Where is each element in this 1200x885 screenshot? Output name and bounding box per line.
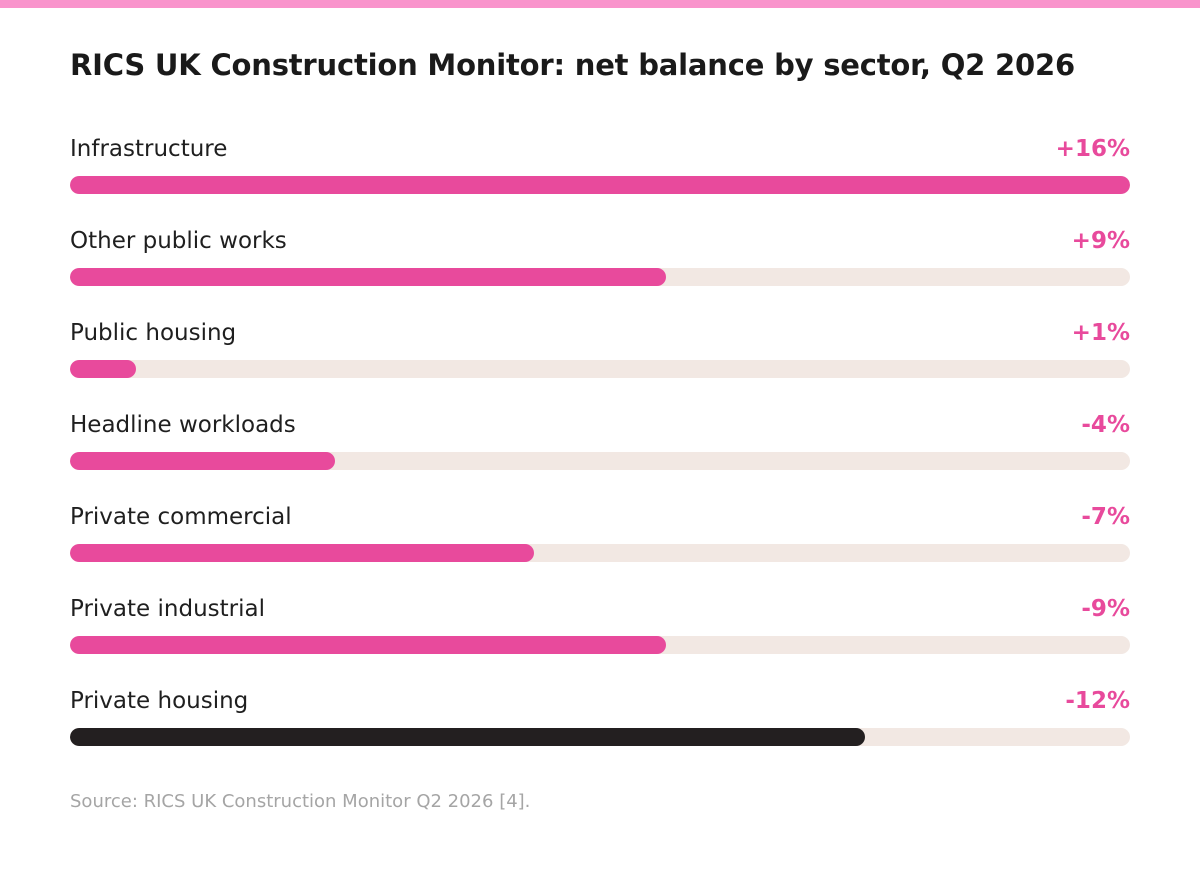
bar-track bbox=[70, 728, 1130, 746]
bar-fill bbox=[70, 360, 136, 378]
top-accent-stripe bbox=[0, 0, 1200, 8]
bar-track bbox=[70, 636, 1130, 654]
bar-row-other-public-works: Other public works +9% bbox=[70, 226, 1130, 318]
bar-track bbox=[70, 452, 1130, 470]
bar-fill bbox=[70, 728, 865, 746]
chart-title: RICS UK Construction Monitor: net balanc… bbox=[70, 48, 1075, 82]
bar-track bbox=[70, 268, 1130, 286]
bar-track bbox=[70, 176, 1130, 194]
bar-label: Infrastructure bbox=[70, 136, 228, 162]
bar-label: Public housing bbox=[70, 320, 237, 346]
bar-label: Private industrial bbox=[70, 596, 265, 622]
bar-fill bbox=[70, 176, 1130, 194]
bar-row-private-industrial: Private industrial -9% bbox=[70, 594, 1130, 686]
bar-label: Other public works bbox=[70, 228, 287, 254]
bar-label: Private commercial bbox=[70, 504, 292, 530]
bar-row-public-housing: Public housing +1% bbox=[70, 318, 1130, 410]
bar-value-label: +16% bbox=[1055, 136, 1130, 162]
bar-fill bbox=[70, 452, 335, 470]
bar-track bbox=[70, 360, 1130, 378]
bar-fill bbox=[70, 268, 666, 286]
bar-label: Private housing bbox=[70, 688, 249, 714]
bar-row-private-housing: Private housing -12% bbox=[70, 686, 1130, 778]
bar-value-label: -4% bbox=[1081, 412, 1130, 438]
bar-fill bbox=[70, 636, 666, 654]
bar-row-infrastructure: Infrastructure +16% bbox=[70, 134, 1130, 226]
bar-row-headline-workloads: Headline workloads -4% bbox=[70, 410, 1130, 502]
bar-value-label: -9% bbox=[1081, 596, 1130, 622]
bar-row-private-commercial: Private commercial -7% bbox=[70, 502, 1130, 594]
bar-track bbox=[70, 544, 1130, 562]
bar-fill bbox=[70, 544, 534, 562]
bar-chart: Infrastructure +16% Other public works +9% P… bbox=[70, 134, 1130, 778]
source-note: Source: RICS UK Construction Monitor Q2 … bbox=[70, 791, 531, 812]
bar-value-label: -7% bbox=[1081, 504, 1130, 530]
bar-value-label: +9% bbox=[1071, 228, 1130, 254]
bar-value-label: +1% bbox=[1071, 320, 1130, 346]
bar-value-label: -12% bbox=[1065, 688, 1130, 714]
bar-label: Headline workloads bbox=[70, 412, 296, 438]
